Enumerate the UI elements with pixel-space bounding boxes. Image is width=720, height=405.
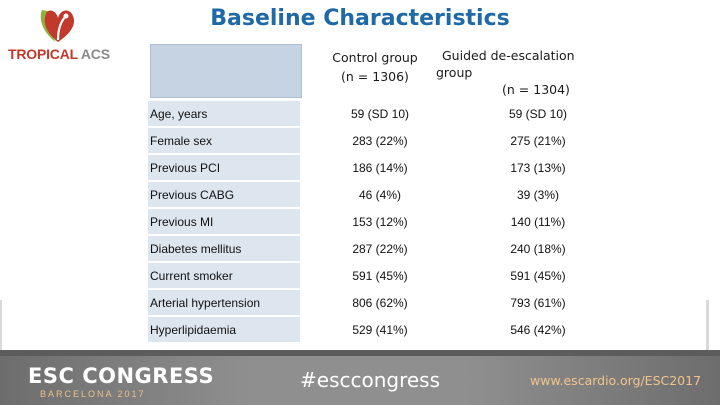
table-row: Previous PCI 186 (14%) 173 (13%) [148,155,588,182]
guided-value: 591 (45%) [510,269,566,283]
logo-text-accent: ACS [80,46,110,62]
heart-leaf-icon [40,10,75,42]
table-row: Arterial hypertension 806 (62%) 793 (61%) [148,290,588,317]
footer-top-band [0,350,720,356]
control-value: 153 (12%) [352,215,408,229]
table-row: Age, years 59 (SD 10) 59 (SD 10) [148,101,588,128]
row-label: Age, years [148,101,300,127]
control-value: 806 (62%) [352,296,408,310]
control-value: 283 (22%) [352,134,408,148]
control-value: 59 (SD 10) [350,107,410,121]
row-label: Previous MI [148,209,300,235]
slide-title: Baseline Characteristics [210,6,510,31]
row-label: Diabetes mellitus [148,236,300,262]
table-row: Hyperlipidaemia 529 (41%) 546 (42%) [148,317,588,344]
logo-text: TROPICAL ACS [8,46,138,62]
guided-value: 173 (13%) [510,161,566,175]
table-row: Current smoker 591 (45%) 591 (45%) [148,263,588,290]
congress-city: BARCELONA 2017 [40,389,146,399]
row-label: Hyperlipidaemia [148,317,300,343]
footer-banner: ESC CONGRESS BARCELONA 2017 #esccongress… [0,356,720,405]
control-value: 46 (4%) [358,188,402,202]
column-header-guided-line1: Guided de-escalation [442,48,575,63]
guided-value: 546 (42%) [510,323,566,337]
congress-url: www.escardio.org/ESC2017 [530,373,702,388]
esc-congress-logo-text: ESC CONGRESS [28,364,215,388]
guided-value: 793 (61%) [510,296,566,310]
guided-value: 59 (SD 10) [508,107,568,121]
logo-text-main: TROPICAL [8,46,78,62]
frame-edge-left [0,300,2,360]
tropical-acs-logo: TROPICAL ACS [8,6,138,66]
guided-value: 275 (21%) [510,134,566,148]
frame-edge-right [706,300,709,360]
guided-value: 240 (18%) [510,242,566,256]
row-label: Arterial hypertension [148,290,300,316]
guided-value: 39 (3%) [516,188,560,202]
table-row: Previous MI 153 (12%) 140 (11%) [148,209,588,236]
control-value: 186 (14%) [352,161,408,175]
column-header-control-line1: Control group [332,50,418,65]
column-header-guided-line3: (n = 1304) [502,82,570,97]
row-label: Current smoker [148,263,300,289]
row-label: Female sex [148,128,300,154]
column-header-guided: Guided de-escalation group (n = 1304) [436,47,596,98]
congress-hashtag: #esccongress [300,368,441,392]
table-header-blank-cell [150,44,302,98]
column-header-control: Control group (n = 1306) [320,48,430,86]
table-row: Previous CABG 46 (4%) 39 (3%) [148,182,588,209]
column-header-guided-line2: group [436,65,473,80]
control-value: 287 (22%) [352,242,408,256]
table-row: Female sex 283 (22%) 275 (21%) [148,128,588,155]
control-value: 591 (45%) [352,269,408,283]
control-value: 529 (41%) [352,323,408,337]
row-label: Previous PCI [148,155,300,181]
row-label: Previous CABG [148,182,300,208]
column-header-control-line2: (n = 1306) [341,69,409,84]
guided-value: 140 (11%) [510,215,566,229]
table-row: Diabetes mellitus 287 (22%) 240 (18%) [148,236,588,263]
